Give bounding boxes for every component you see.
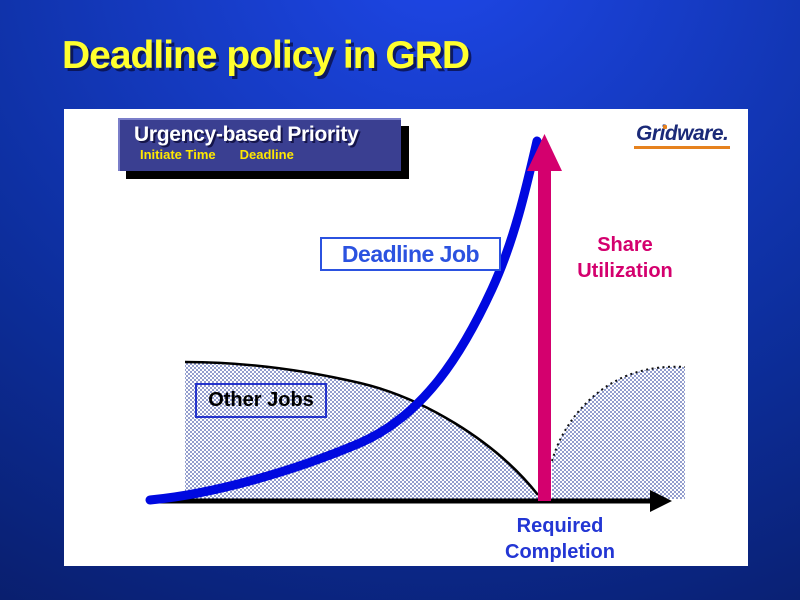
post-deadline-area (552, 366, 685, 499)
share-utilization-line1: Share (597, 234, 653, 256)
deadline-job-curve (145, 136, 542, 505)
urgency-priority-header: Urgency-based Priority Initiate Time Dead… (118, 118, 401, 171)
time-axis-arrowhead (650, 490, 672, 512)
post-deadline-area-outline (551, 365, 686, 462)
other-jobs-area-outline (184, 360, 539, 496)
other-jobs-label: Other Jobs (195, 383, 327, 418)
header-subtitle: Initiate Time Deadline (134, 147, 401, 162)
deadline-policy-figure (145, 134, 686, 512)
page-title: Deadline policy in GRD (62, 34, 470, 77)
other-jobs-area (185, 362, 538, 499)
gridware-logo: Gridware. (634, 122, 731, 150)
deadline-label: Deadline (239, 147, 294, 162)
share-utilization-arrowhead (527, 134, 562, 171)
share-utilization-arrow-shaft (538, 167, 551, 501)
content-area: Urgency-based Priority Initiate Time Dead… (64, 109, 748, 566)
required-completion-line1: Required (516, 515, 604, 537)
initiate-time-label: Initiate Time (140, 147, 216, 162)
share-utilization-line2: Utilization (577, 260, 673, 282)
deadline-job-label: Deadline Job (320, 237, 501, 271)
header-title: Urgency-based Priority (134, 123, 359, 146)
required-completion-label: Required Completion (485, 513, 635, 565)
required-completion-line2: Completion (505, 541, 615, 563)
share-utilization-label: Share Utilization (560, 232, 690, 284)
